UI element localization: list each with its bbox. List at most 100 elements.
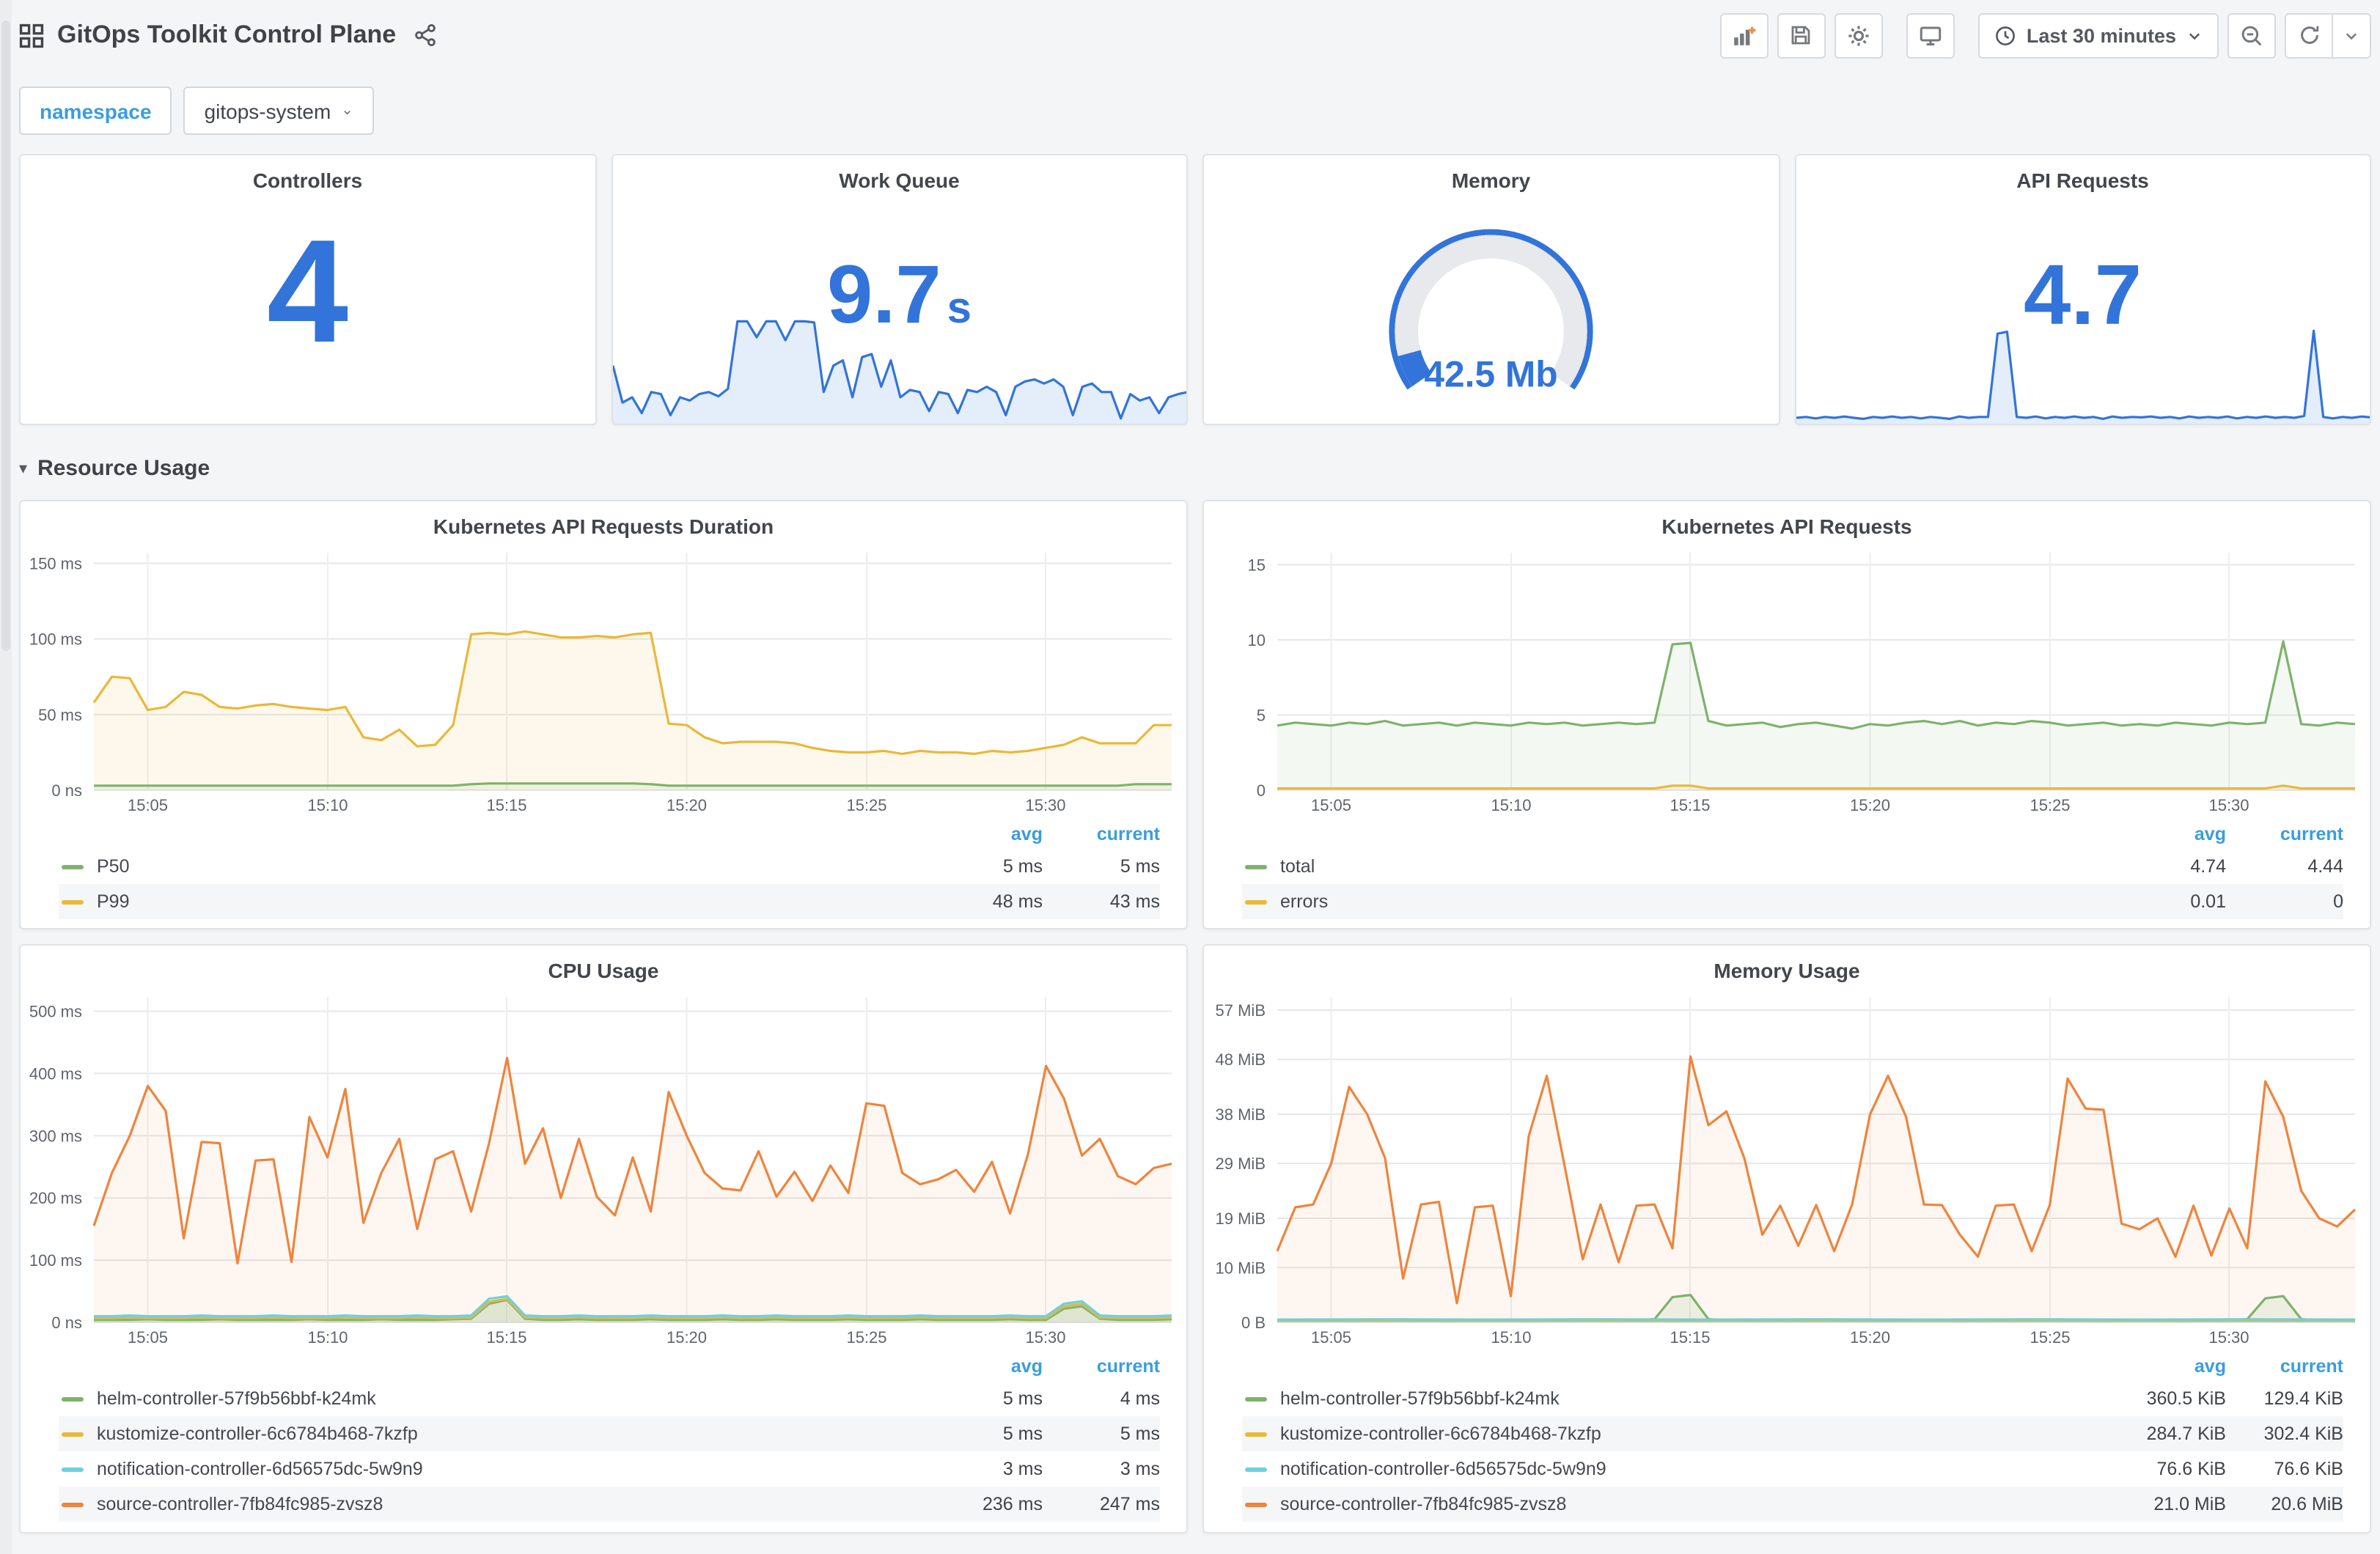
time-series-chart[interactable]: 0 B 10 MiB 19 MiB 29 MiB 38 MiB 48 MiB 57 MiB 1… xyxy=(1204,985,2370,1349)
legend-sort-current[interactable]: current xyxy=(1096,1356,1160,1377)
series-name[interactable]: helm-controller-57f9b56bbf-k24mk xyxy=(1280,1388,1560,1409)
share-icon[interactable] xyxy=(414,23,437,47)
work-queue-sparkline xyxy=(611,318,1187,424)
series-name[interactable]: notification-controller-6d56575dc-5w9n9 xyxy=(97,1459,423,1479)
collapse-chevron-icon: ▾ xyxy=(19,460,28,477)
series-color-dash xyxy=(1245,864,1267,869)
scrollbar-track[interactable] xyxy=(0,0,12,1554)
legend-sort-avg[interactable]: avg xyxy=(2194,824,2226,844)
svg-text:38 MiB: 38 MiB xyxy=(1216,1105,1266,1124)
panel-title[interactable]: Kubernetes API Requests xyxy=(1661,515,1912,538)
series-current: 247 ms xyxy=(1100,1494,1160,1514)
svg-text:0: 0 xyxy=(1257,781,1266,800)
series-name[interactable]: notification-controller-6d56575dc-5w9n9 xyxy=(1280,1459,1606,1479)
legend-sort-current[interactable]: current xyxy=(1096,824,1160,844)
svg-text:15:25: 15:25 xyxy=(846,1328,886,1347)
series-current: 3 ms xyxy=(1120,1459,1160,1479)
chart-legend: avg current helm-controller-57f9b56bbf-k24… xyxy=(1204,1349,2370,1522)
series-current: 5 ms xyxy=(1120,856,1160,877)
panel-cpu-usage: CPU Usage 0 ns 100 ms 200 ms 300 ms 400 ms 50… xyxy=(19,944,1188,1533)
dashboard-title[interactable]: GitOps Toolkit Control Plane xyxy=(57,21,397,48)
series-name[interactable]: kustomize-controller-6c6784b468-7kzfp xyxy=(97,1424,418,1444)
svg-text:15:15: 15:15 xyxy=(1670,1328,1710,1347)
series-name[interactable]: errors xyxy=(1280,891,1329,912)
series-current: 0 xyxy=(2333,891,2343,912)
legend-row: helm-controller-57f9b56bbf-k24mk 5 ms 4 ms xyxy=(59,1381,1160,1416)
svg-text:19 MiB: 19 MiB xyxy=(1216,1209,1266,1228)
cycle-view-mode-button[interactable] xyxy=(1906,12,1955,58)
memory-gauge: 42.5 Mb xyxy=(1204,194,1778,416)
time-series-chart[interactable]: 0 ns 50 ms 100 ms 150 ms 15:05 15:10 15:15 15:2… xyxy=(21,541,1186,817)
panel-title[interactable]: API Requests xyxy=(2016,169,2149,192)
svg-text:57 MiB: 57 MiB xyxy=(1216,1001,1266,1020)
legend-row: errors 0.01 0 xyxy=(1242,884,2343,919)
svg-text:200 ms: 200 ms xyxy=(29,1189,82,1207)
series-current: 4 ms xyxy=(1120,1388,1160,1409)
scrollbar-thumb[interactable] xyxy=(1,21,10,651)
svg-text:10 MiB: 10 MiB xyxy=(1216,1259,1266,1277)
series-color-dash xyxy=(1245,899,1267,904)
gauge-value: 42.5 Mb xyxy=(1424,353,1557,394)
legend-sort-current[interactable]: current xyxy=(2280,824,2343,844)
add-panel-button[interactable] xyxy=(1719,12,1769,58)
series-avg: 284.7 KiB xyxy=(2146,1424,2226,1444)
series-color-dash xyxy=(1245,1467,1267,1471)
time-range-picker[interactable]: Last 30 minutes xyxy=(1977,12,2219,58)
section-title: Resource Usage xyxy=(37,455,210,480)
series-color-dash xyxy=(1245,1396,1267,1401)
dashboard-grid-icon[interactable] xyxy=(19,23,44,48)
dashboard-toolbar: Last 30 minutes xyxy=(1719,12,2371,58)
legend-sort-avg[interactable]: avg xyxy=(2194,1356,2226,1377)
chevron-down-icon: ⌄ xyxy=(341,103,354,119)
series-name[interactable]: P99 xyxy=(97,891,130,912)
variable-value: gitops-system xyxy=(204,99,331,122)
svg-text:29 MiB: 29 MiB xyxy=(1216,1155,1266,1173)
svg-text:15:10: 15:10 xyxy=(307,1328,348,1347)
series-avg: 3 ms xyxy=(1002,1459,1043,1479)
series-color-dash xyxy=(62,864,84,869)
legend-sort-current[interactable]: current xyxy=(2280,1356,2343,1377)
panel-title[interactable]: Kubernetes API Requests Duration xyxy=(433,515,774,538)
time-series-chart[interactable]: 0 5 10 15 15:05 15:10 15:15 15:20 15:25 15:30 xyxy=(1204,541,2370,817)
panel-api-requests: API Requests 4.7 xyxy=(1794,154,2371,425)
panel-title[interactable]: Memory Usage xyxy=(1714,959,1860,982)
legend-header: avg current xyxy=(59,1352,1160,1381)
panel-title[interactable]: Controllers xyxy=(252,169,363,192)
series-avg: 5 ms xyxy=(1002,856,1043,877)
panel-title[interactable]: Memory xyxy=(1451,169,1531,192)
svg-text:15:10: 15:10 xyxy=(1491,796,1531,814)
time-series-chart[interactable]: 0 ns 100 ms 200 ms 300 ms 400 ms 500 ms 15:05 1… xyxy=(21,985,1186,1349)
series-avg: 21.0 MiB xyxy=(2153,1494,2226,1514)
zoom-out-button[interactable] xyxy=(2227,12,2276,58)
legend-sort-avg[interactable]: avg xyxy=(1010,824,1043,844)
series-current: 43 ms xyxy=(1109,891,1160,912)
save-dashboard-button[interactable] xyxy=(1777,12,1826,58)
panel-title[interactable]: Work Queue xyxy=(839,169,960,192)
series-name[interactable]: helm-controller-57f9b56bbf-k24mk xyxy=(97,1388,376,1409)
svg-text:15:20: 15:20 xyxy=(666,796,707,814)
clock-icon xyxy=(1995,26,2015,45)
series-current: 5 ms xyxy=(1120,1424,1160,1444)
refresh-button[interactable] xyxy=(2285,12,2333,58)
panel-title[interactable]: CPU Usage xyxy=(548,959,659,982)
series-name[interactable]: kustomize-controller-6c6784b468-7kzfp xyxy=(1280,1424,1601,1444)
legend-row: kustomize-controller-6c6784b468-7kzfp 284… xyxy=(1242,1416,2343,1451)
legend-sort-avg[interactable]: avg xyxy=(1010,1356,1043,1377)
api-requests-sparkline xyxy=(1795,327,2370,424)
dashboard-settings-button[interactable] xyxy=(1834,12,1883,58)
svg-text:0 ns: 0 ns xyxy=(51,1314,82,1332)
series-name[interactable]: total xyxy=(1280,856,1315,877)
series-name[interactable]: source-controller-7fb84fc985-zvsz8 xyxy=(97,1494,383,1514)
stat-value: 4 xyxy=(266,210,349,374)
series-color-dash xyxy=(62,1467,84,1471)
legend-header: avg current xyxy=(1242,820,2343,849)
refresh-interval-dropdown[interactable] xyxy=(2333,12,2371,58)
series-avg: 4.74 xyxy=(2190,856,2226,877)
series-name[interactable]: P50 xyxy=(97,856,130,877)
row-resource-usage[interactable]: ▾ Resource Usage xyxy=(19,450,2371,485)
variable-value-dropdown[interactable]: gitops-system ⌄ xyxy=(183,86,375,135)
stats-row: Controllers 4 Work Queue 9.7 s Memory 42.… xyxy=(19,154,2371,425)
series-name[interactable]: source-controller-7fb84fc985-zvsz8 xyxy=(1280,1494,1567,1514)
legend-row: notification-controller-6d56575dc-5w9n9 3… xyxy=(59,1451,1160,1487)
